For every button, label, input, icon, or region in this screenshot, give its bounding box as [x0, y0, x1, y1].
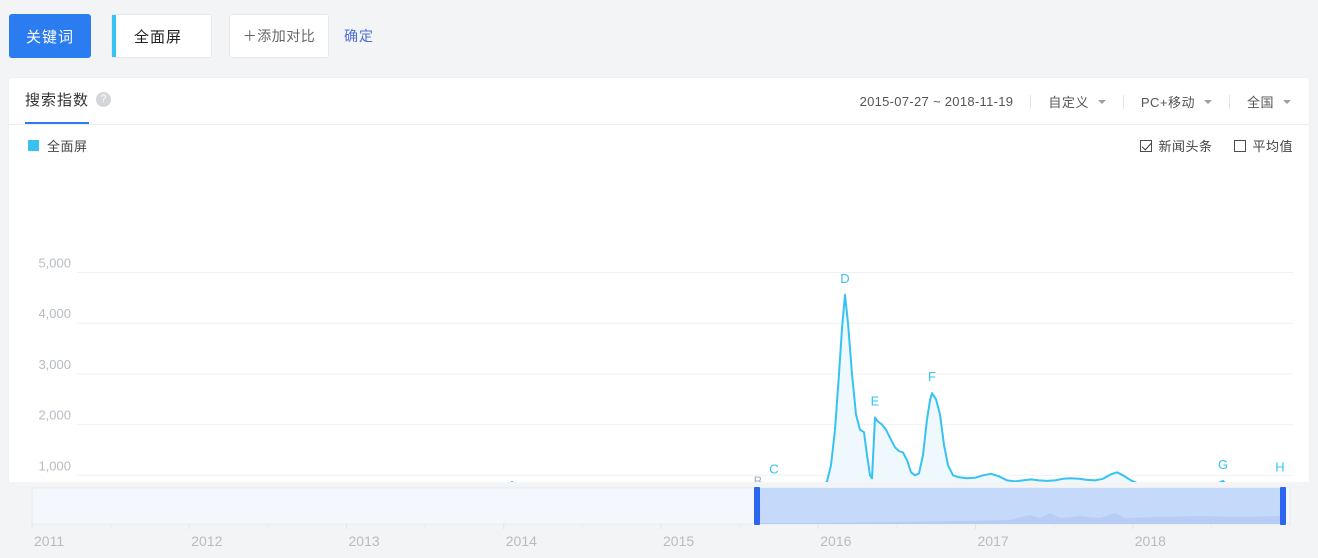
- top-toolbar: 关键词 全面屏 ＋添加对比 确定: [0, 0, 1318, 71]
- chart-event-marker[interactable]: F: [928, 369, 936, 384]
- panel-filters: 2015-07-27 ~ 2018-11-19 自定义 PC+移动 全国: [860, 92, 1291, 111]
- scrubber-year-label: 2018: [1135, 533, 1166, 549]
- timeline-scrubber[interactable]: 2011 2012 2013 2014 2015 2016 2017 2018: [0, 482, 1318, 554]
- scrubber-year-label: 2013: [349, 533, 380, 549]
- panel-header: 搜索指数 ? 2015-07-27 ~ 2018-11-19 自定义 PC+移动: [9, 78, 1309, 125]
- region-dropdown-label: 全国: [1246, 95, 1274, 110]
- tab-search-index-label: 搜索指数: [25, 92, 90, 109]
- date-range-value[interactable]: 2015-07-27 ~ 2018-11-19: [859, 94, 1014, 109]
- scrubber-year-label: 2017: [978, 533, 1009, 549]
- chart-event-marker[interactable]: H: [1275, 459, 1284, 474]
- add-compare-button[interactable]: ＋添加对比: [229, 14, 329, 58]
- y-axis-tick-label: 2,000: [38, 408, 71, 423]
- y-axis-tick-label: 4,000: [38, 306, 71, 321]
- checkbox-average[interactable]: 平均值: [1234, 136, 1293, 155]
- checkbox-news-headlines-label: 新闻头条: [1158, 139, 1213, 154]
- scrubber-year-label: 2011: [34, 533, 64, 549]
- chevron-down-icon: [1283, 99, 1291, 104]
- keyword-chip-label: 全面屏: [134, 28, 183, 46]
- chart-event-marker[interactable]: G: [1218, 457, 1228, 472]
- timeline-scrubber-svg: 2011 2012 2013 2014 2015 2016 2017 2018: [31, 487, 1291, 549]
- divider: [1228, 94, 1230, 109]
- period-dropdown-label: 自定义: [1048, 95, 1089, 110]
- search-index-panel: 搜索指数 ? 2015-07-27 ~ 2018-11-19 自定义 PC+移动: [9, 78, 1309, 553]
- scrubber-year-label: 2014: [506, 533, 537, 549]
- device-dropdown[interactable]: PC+移动: [1141, 92, 1212, 111]
- checkbox-news-headlines[interactable]: 新闻头条: [1140, 136, 1212, 155]
- legend-item-label: 全面屏: [47, 139, 88, 154]
- device-dropdown-label: PC+移动: [1140, 95, 1195, 110]
- help-icon[interactable]: ?: [96, 92, 112, 107]
- region-dropdown[interactable]: 全国: [1247, 92, 1291, 111]
- chart-event-marker[interactable]: B: [754, 474, 763, 489]
- keyword-chip-full-screen[interactable]: 全面屏: [111, 14, 212, 58]
- divider: [1030, 94, 1032, 109]
- divider: [1122, 94, 1124, 109]
- checkbox-icon: [1234, 139, 1247, 152]
- confirm-link[interactable]: 确定: [344, 28, 374, 44]
- chart-event-marker[interactable]: C: [769, 461, 778, 476]
- y-axis-tick-label: 1,000: [38, 458, 71, 473]
- scrubber-year-label: 2015: [663, 533, 694, 549]
- scrubber-handle-left[interactable]: [754, 487, 760, 525]
- legend-swatch-icon: [28, 140, 39, 151]
- legend-row: 全面屏 新闻头条 平均值: [9, 124, 1309, 164]
- checkbox-average-label: 平均值: [1252, 139, 1293, 154]
- scrubber-mini-trend: [757, 513, 1283, 524]
- chart-option-checkboxes: 新闻头条 平均值: [1118, 136, 1293, 155]
- chevron-down-icon: [1097, 99, 1106, 104]
- keyword-button[interactable]: 关键词: [9, 14, 91, 58]
- y-axis-tick-label: 3,000: [38, 357, 71, 372]
- scrubber-year-label: 2016: [820, 533, 851, 549]
- chart-event-marker[interactable]: E: [871, 394, 880, 409]
- tab-active-indicator: [25, 122, 89, 124]
- keyword-chip-accent: [112, 15, 116, 57]
- scrubber-handle-right[interactable]: [1280, 487, 1286, 525]
- scrubber-year-label: 2012: [191, 533, 222, 549]
- tab-search-index[interactable]: 搜索指数 ?: [25, 89, 112, 110]
- legend-item-full-screen[interactable]: 全面屏: [28, 136, 88, 155]
- checkbox-icon: [1140, 139, 1153, 152]
- chevron-down-icon: [1203, 99, 1212, 104]
- chart-event-marker[interactable]: D: [840, 271, 849, 286]
- y-axis-tick-label: 5,000: [38, 256, 71, 271]
- period-dropdown[interactable]: 自定义: [1048, 92, 1106, 111]
